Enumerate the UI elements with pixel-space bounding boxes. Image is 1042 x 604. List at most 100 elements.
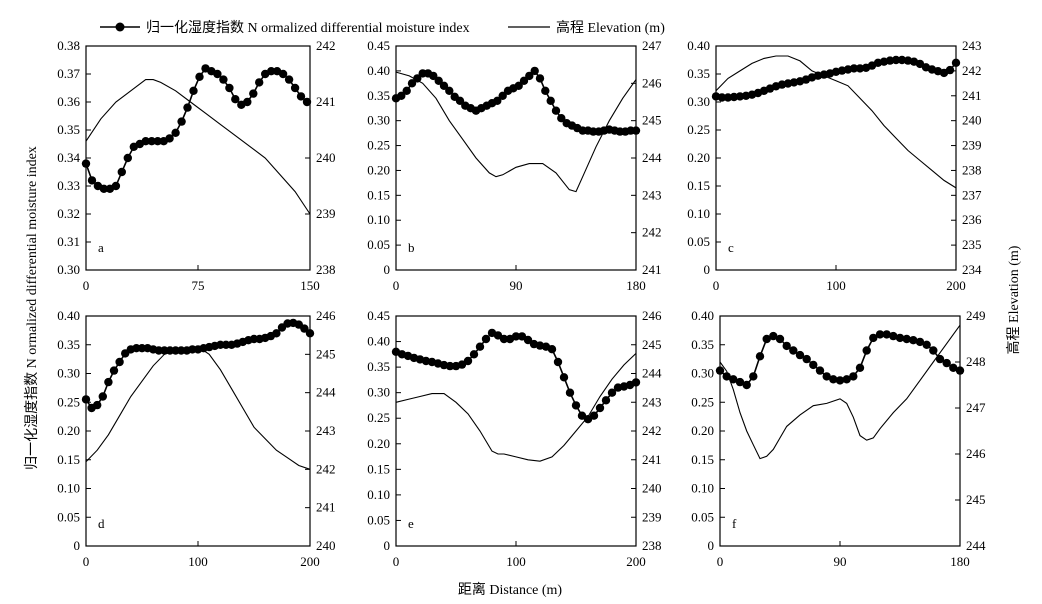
y-left-tick-label: 0.05	[57, 509, 80, 524]
ndmi-point	[895, 333, 905, 343]
panel-letter: a	[98, 240, 104, 255]
plot-frame	[395, 315, 637, 547]
ndmi-point	[546, 96, 555, 106]
x-tick-label: 180	[950, 554, 970, 569]
y-right-tick-label: 242	[316, 461, 336, 476]
y-left-tick-label: 0.40	[367, 63, 390, 78]
y-right-tick-label: 245	[966, 492, 986, 507]
y-left-tick-label: 0.32	[57, 206, 80, 221]
ndmi-point	[123, 153, 132, 163]
ndmi-point	[929, 346, 938, 355]
ndmi-point	[171, 128, 180, 137]
ndmi-point	[272, 329, 281, 338]
ndmi-point	[935, 354, 945, 364]
y-axis-title-right: 高程 Elevation (m)	[1005, 245, 1022, 354]
ndmi-point	[915, 337, 925, 347]
y-right-tick-label: 242	[962, 63, 982, 78]
ndmi-point	[735, 377, 745, 387]
ndmi-point	[469, 350, 479, 359]
y-right-tick-label: 238	[642, 538, 662, 553]
y-left-tick-label: 0.25	[57, 394, 80, 409]
y-left-tick-label: 0.20	[57, 423, 80, 438]
panel-letter: f	[732, 516, 737, 531]
ndmi-point	[98, 392, 108, 401]
ndmi-point	[407, 79, 417, 88]
y-left-tick-label: 0.40	[57, 308, 80, 323]
plot-frame	[719, 315, 961, 547]
ndmi-point	[439, 81, 449, 91]
ndmi-point	[189, 86, 198, 96]
ndmi-point	[530, 66, 539, 76]
y-left-tick-label: 0.10	[687, 206, 710, 221]
ndmi-point	[782, 341, 791, 351]
ndmi-point	[951, 58, 961, 67]
y-right-tick-label: 240	[316, 538, 336, 553]
y-right-tick-label: 245	[316, 346, 336, 361]
panel-letter: e	[408, 516, 414, 531]
ndmi-point	[882, 330, 891, 339]
ndmi-point	[278, 69, 288, 79]
ndmi-point	[802, 354, 811, 364]
elevation-line	[395, 71, 637, 193]
ndmi-point	[111, 181, 121, 191]
ndmi-point	[849, 64, 859, 73]
x-tick-label: 75	[192, 278, 205, 293]
ndmi-point	[565, 388, 575, 397]
ndmi-point	[722, 372, 731, 381]
ndmi-point	[551, 106, 561, 115]
legend: 归一化湿度指数 N ormalized differential moistur…	[100, 19, 665, 36]
ndmi-point	[547, 345, 557, 354]
y-left-tick-label: 0.10	[57, 481, 80, 496]
ndmi-point	[397, 91, 406, 101]
y-left-tick-label: 0.20	[367, 162, 390, 177]
ndmi-point	[889, 331, 898, 341]
x-tick-label: 0	[83, 554, 90, 569]
y-right-tick-label: 241	[316, 500, 336, 515]
y-left-tick-label: 0.35	[367, 359, 390, 374]
ndmi-point	[267, 67, 276, 76]
plot-frame	[715, 45, 957, 271]
y-left-tick-label: 0	[384, 262, 391, 277]
ndmi-point	[141, 137, 150, 146]
y-right-tick-label: 248	[966, 354, 986, 369]
ndmi-point	[481, 334, 491, 344]
y-left-tick-label: 0.25	[687, 122, 710, 137]
ndmi-point	[434, 76, 443, 86]
y-left-tick-label: 0.45	[367, 308, 390, 323]
panel-letter: d	[98, 516, 105, 531]
ndmi-point	[183, 103, 192, 112]
y-left-tick-label: 0.40	[691, 308, 714, 323]
y-right-tick-label: 245	[642, 337, 662, 352]
legend-ndmi-label: 归一化湿度指数 N ormalized differential moistur…	[146, 19, 470, 36]
y-right-tick-label: 239	[316, 206, 336, 221]
y-right-tick-label: 241	[642, 262, 662, 277]
ndmi-point	[225, 83, 234, 93]
ndmi-point	[519, 76, 529, 86]
ndmi-point	[455, 96, 465, 106]
ndmi-point	[255, 78, 264, 87]
y-right-tick-label: 243	[642, 187, 662, 202]
ndmi-point	[842, 375, 851, 384]
ndmi-point	[557, 114, 566, 123]
y-right-tick-label: 234	[962, 262, 982, 277]
panel-letter: b	[408, 240, 415, 255]
ndmi-point	[909, 336, 918, 345]
ndmi-point	[81, 159, 91, 168]
legend-ndmi-marker	[115, 22, 125, 32]
y-left-tick-label: 0.30	[367, 113, 390, 128]
y-left-tick-label: 0.10	[691, 481, 714, 496]
x-tick-label: 0	[393, 554, 400, 569]
ndmi-point	[153, 137, 162, 146]
ndmi-point	[862, 346, 871, 355]
y-left-tick-label: 0.05	[691, 509, 714, 524]
elevation-line	[719, 324, 961, 460]
ndmi-point	[305, 329, 315, 338]
ndmi-point	[749, 372, 758, 381]
y-right-tick-label: 247	[966, 400, 986, 415]
ndmi-point	[93, 400, 102, 410]
ndmi-point	[290, 83, 300, 93]
ndmi-point	[219, 75, 228, 84]
legend-elevation-label: 高程 Elevation (m)	[556, 19, 665, 36]
y-left-tick-label: 0.20	[367, 436, 390, 451]
ndmi-point	[822, 372, 831, 381]
